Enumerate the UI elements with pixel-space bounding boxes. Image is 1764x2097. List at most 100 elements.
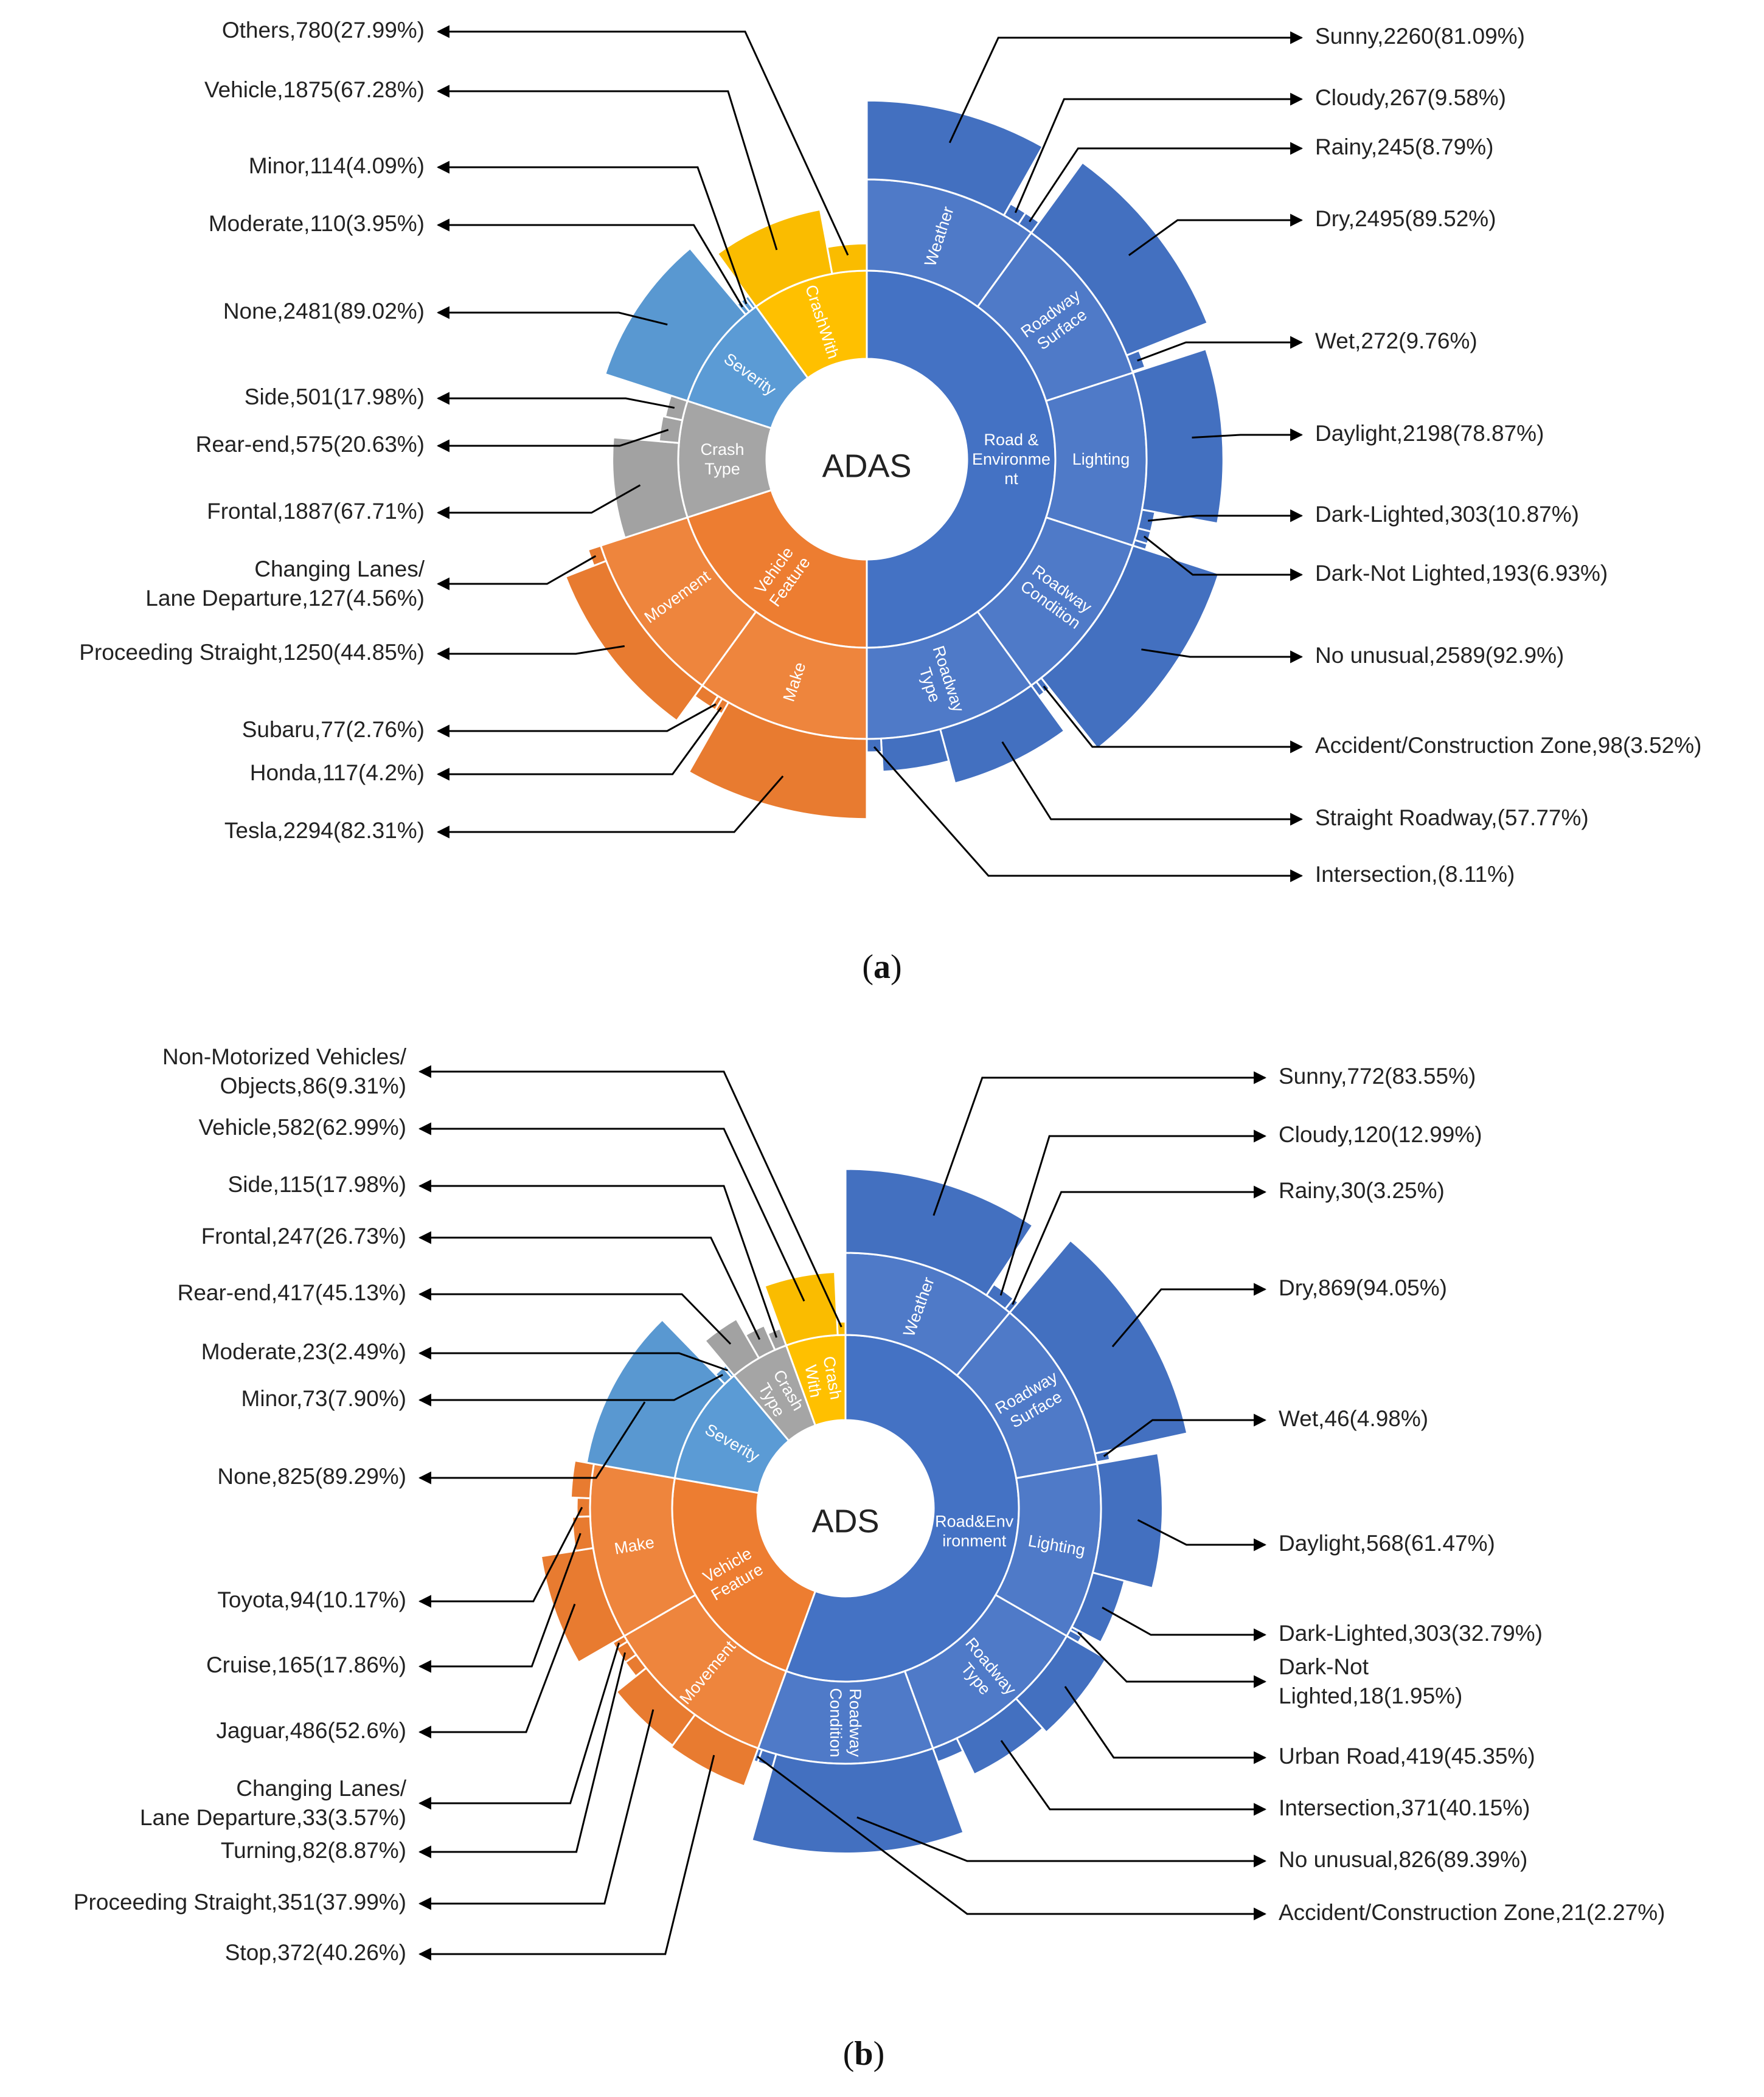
- annotation-others: Others,780(27.99%): [222, 18, 425, 43]
- center-label: ADS: [811, 1503, 879, 1539]
- annotation-proceeding-straight: Proceeding Straight,351(37.99%): [74, 1890, 406, 1915]
- annotation-line: Dry,869(94.05%): [1279, 1275, 1447, 1300]
- annotation-line: Honda,117(4.2%): [250, 760, 425, 785]
- annotation-side: Side,115(17.98%): [228, 1172, 406, 1197]
- leader-line-minor: [436, 161, 748, 305]
- annotation-line: Frontal,247(26.73%): [201, 1224, 406, 1249]
- ring1-label-line: nt: [1004, 470, 1018, 488]
- leaf-segment-frontal: [611, 436, 689, 539]
- leader-line-tesla: [436, 775, 784, 839]
- center-label: ADAS: [822, 448, 911, 484]
- annotation-minor: Minor,114(4.09%): [249, 153, 425, 178]
- annotation-line: Cloudy,120(12.99%): [1279, 1122, 1482, 1147]
- leader-line-non-motorized-vehicles-objects: [418, 1065, 842, 1328]
- annotation-vehicle: Vehicle,582(62.99%): [199, 1115, 406, 1140]
- annotation-line: Tesla,2294(82.31%): [224, 818, 425, 843]
- annotation-line: Side,115(17.98%): [228, 1172, 406, 1197]
- annotation-line: Intersection,371(40.15%): [1279, 1795, 1530, 1820]
- annotation-frontal: Frontal,247(26.73%): [201, 1224, 406, 1249]
- annotation-line: Toyota,94(10.17%): [217, 1587, 406, 1612]
- annotation-line: Lighted,18(1.95%): [1279, 1683, 1462, 1708]
- annotation-vehicle: Vehicle,1875(67.28%): [204, 77, 425, 102]
- annotation-subaru: Subaru,77(2.76%): [242, 717, 425, 742]
- annotation-line: Intersection,(8.11%): [1315, 862, 1515, 887]
- annotation-stop: Stop,372(40.26%): [225, 1940, 406, 1965]
- ring2-label-line: Roadway: [846, 1688, 864, 1757]
- annotation-dark-lighted: Dark-Lighted,303(32.79%): [1279, 1621, 1543, 1646]
- leader-line-proceeding-straight: [436, 645, 625, 660]
- annotation-turning: Turning,82(8.87%): [221, 1838, 406, 1863]
- leader-line-daylight: [1192, 428, 1304, 442]
- annotation-line: Dark-Not Lighted,193(6.93%): [1315, 561, 1608, 586]
- annotation-rear-end: Rear-end,575(20.63%): [196, 432, 425, 457]
- leader-line-proceeding-straight: [418, 1709, 655, 1910]
- annotation-wet: Wet,46(4.98%): [1279, 1406, 1428, 1431]
- annotation-line: Changing Lanes/: [254, 556, 425, 581]
- leaf-segment-dry: [1008, 1239, 1189, 1455]
- sunburst-panel-ads: Road&Env ironmentWeatherRoadwaySurfaceLig…: [74, 1044, 1665, 2073]
- annotation-line: Proceeding Straight,1250(44.85%): [79, 640, 425, 665]
- annotation-line: Proceeding Straight,351(37.99%): [74, 1890, 406, 1915]
- leader-line-dry: [1111, 1283, 1267, 1348]
- leader-line-honda: [436, 707, 722, 781]
- annotation-line: Wet,272(9.76%): [1315, 328, 1478, 353]
- leader-line-vehicle: [436, 85, 778, 251]
- ring1-label-line: Road &: [984, 431, 1038, 449]
- leader-line-intersection: [1000, 1740, 1267, 1816]
- annotation-line: Dark-Lighted,303(10.87%): [1315, 502, 1579, 527]
- annotation-line: Dark-Not: [1279, 1654, 1369, 1679]
- center-hole: [768, 360, 966, 558]
- annotation-rainy: Rainy,30(3.25%): [1279, 1178, 1445, 1203]
- annotation-none: None,2481(89.02%): [223, 299, 425, 324]
- annotation-line: Rainy,245(8.79%): [1315, 134, 1493, 159]
- leader-line-wet: [1137, 336, 1304, 362]
- leader-line-straight-roadway: [1001, 741, 1304, 826]
- leaf-segment-sunny: [844, 1168, 1034, 1297]
- annotation-sunny: Sunny,772(83.55%): [1279, 1064, 1476, 1089]
- annotation-no-unusual: No unusual,826(89.39%): [1279, 1847, 1527, 1872]
- annotation-cloudy: Cloudy,120(12.99%): [1279, 1122, 1482, 1147]
- panel-caption-letter: b: [854, 2035, 873, 2073]
- leaf-segment-sunny: [866, 99, 1044, 217]
- leader-line-rear-end: [436, 429, 669, 452]
- annotation-non-motorized-vehicles-objects: Non-Motorized Vehicles/Objects,86(9.31%): [162, 1044, 407, 1098]
- leader-line-accident-construction-zone: [1043, 685, 1304, 754]
- ring1-label-crash-type: CrashType: [753, 1367, 808, 1423]
- annotation-line: Subaru,77(2.76%): [242, 717, 425, 742]
- annotation-line: Vehicle,1875(67.28%): [204, 77, 425, 102]
- annotation-line: Side,501(17.98%): [245, 384, 425, 409]
- leader-line-cruise: [418, 1533, 582, 1673]
- annotation-line: Accident/Construction Zone,21(2.27%): [1279, 1900, 1665, 1925]
- center-hole: [759, 1421, 932, 1595]
- annotation-dark-lighted: Dark-Lighted,303(10.87%): [1315, 502, 1579, 527]
- leader-line-daylight: [1137, 1519, 1267, 1551]
- leaf-segment-changing-lanes-lane-departure: [586, 544, 608, 567]
- leader-line-rainy: [1029, 142, 1304, 223]
- panel-caption-letter: a: [873, 948, 891, 986]
- annotation-dark-not-lighted: Dark-Not Lighted,193(6.93%): [1315, 561, 1608, 586]
- leader-line-cloudy: [999, 1129, 1267, 1296]
- annotation-line: Turning,82(8.87%): [221, 1838, 406, 1863]
- annotation-line: No unusual,826(89.39%): [1279, 1847, 1527, 1872]
- leader-line-stop: [418, 1755, 715, 1961]
- leaf-segment-no-unusual: [1040, 544, 1220, 750]
- annotation-side: Side,501(17.98%): [245, 384, 425, 409]
- annotation-frontal: Frontal,1887(67.71%): [207, 499, 425, 524]
- leaf-segment-dry: [1030, 161, 1209, 357]
- annotation-line: Sunny,2260(81.09%): [1315, 24, 1525, 49]
- ring1-label-line: ironment: [942, 1531, 1007, 1550]
- annotation-accident-construction-zone: Accident/Construction Zone,21(2.27%): [1279, 1900, 1665, 1925]
- leader-line-dark-not-lighted: [1143, 535, 1304, 581]
- annotation-toyota: Toyota,94(10.17%): [217, 1587, 406, 1612]
- leader-line-sunny: [948, 31, 1304, 144]
- annotation-daylight: Daylight,568(61.47%): [1279, 1531, 1495, 1556]
- annotation-jaguar: Jaguar,486(52.6%): [216, 1718, 406, 1743]
- leader-line-sunny: [932, 1071, 1267, 1216]
- annotation-line: Sunny,772(83.55%): [1279, 1064, 1476, 1089]
- ring1-label-line: Type: [704, 460, 740, 478]
- annotation-daylight: Daylight,2198(78.87%): [1315, 421, 1544, 446]
- annotation-proceeding-straight: Proceeding Straight,1250(44.85%): [79, 640, 425, 665]
- annotation-line: Lane Departure,127(4.56%): [145, 586, 425, 611]
- leader-line-subaru: [436, 703, 717, 738]
- annotation-line: Others,780(27.99%): [222, 18, 425, 43]
